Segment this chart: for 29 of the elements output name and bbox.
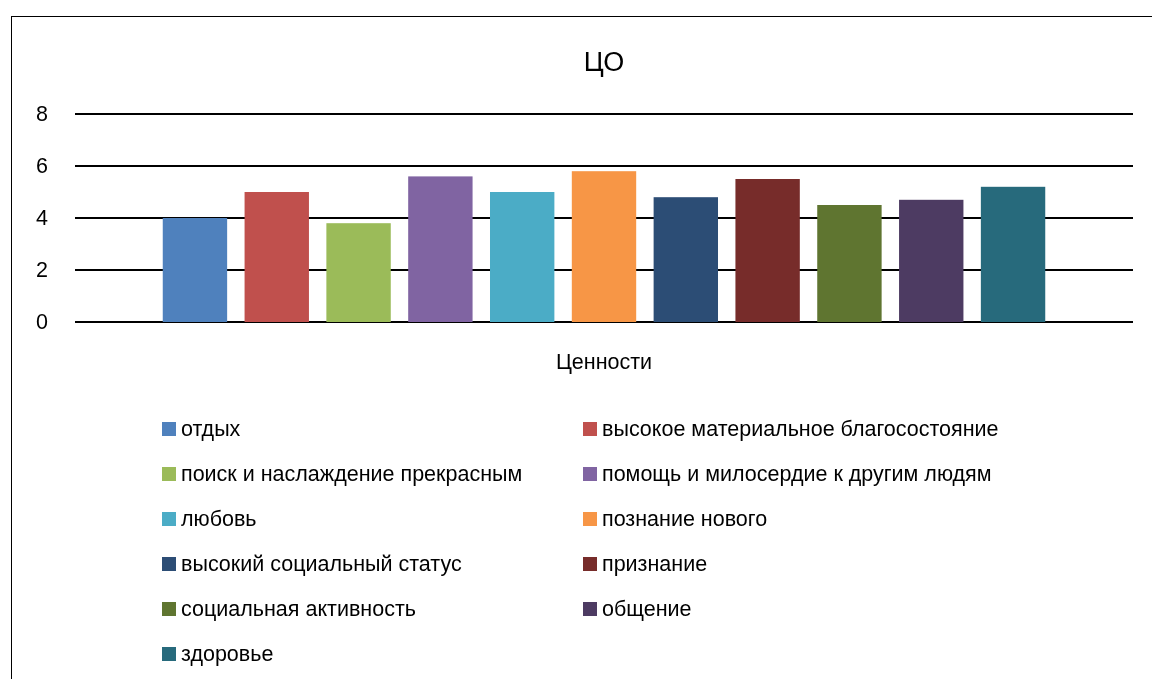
- x-tick-label: Ценности: [555, 350, 653, 374]
- legend-label: здоровье: [181, 642, 274, 666]
- y-tick-label: 4: [36, 206, 49, 230]
- y-tick-label: 2: [36, 258, 48, 282]
- bar: [244, 192, 309, 322]
- legend-label: признание: [602, 552, 708, 576]
- chart-title: ЦО: [583, 47, 625, 77]
- legend-label: познание нового: [602, 507, 768, 531]
- bar: [571, 171, 637, 322]
- bar: [326, 223, 391, 322]
- y-tick-label: 6: [36, 154, 49, 178]
- legend-label: общение: [602, 597, 692, 621]
- legend-label: высокий социальный статус: [181, 552, 462, 576]
- bar: [980, 186, 1046, 322]
- bar: [653, 197, 718, 322]
- legend-label: отдых: [181, 417, 241, 441]
- bar: [899, 199, 964, 322]
- legend-label: социальная активность: [181, 597, 416, 621]
- bar: [490, 192, 555, 322]
- bar: [162, 218, 228, 322]
- legend-label: высокое материальное благосостояние: [602, 417, 999, 441]
- legend-label: поиск и наслаждение прекрасным: [181, 462, 523, 486]
- legend-label: любовь: [181, 507, 257, 531]
- legend-label: помощь и милосердие к другим людям: [602, 462, 992, 486]
- y-tick-label: 8: [36, 102, 49, 126]
- y-tick-label: 0: [36, 310, 49, 334]
- bar: [817, 205, 882, 322]
- bar: [735, 179, 800, 322]
- bar: [408, 176, 473, 322]
